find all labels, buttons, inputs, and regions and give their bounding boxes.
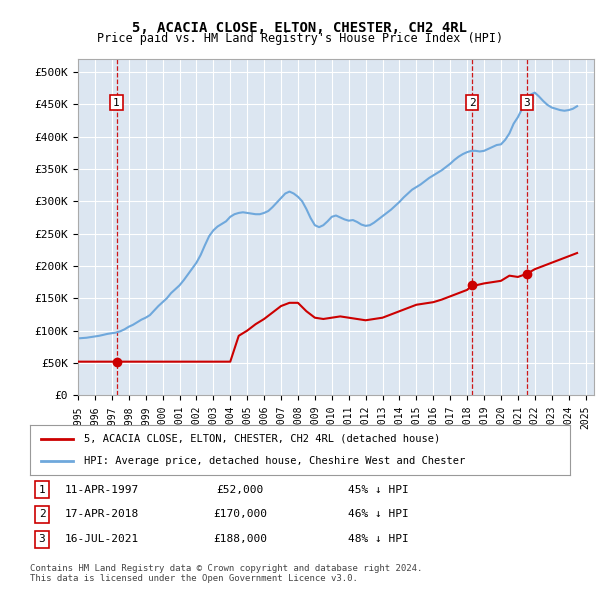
Text: 17-APR-2018: 17-APR-2018 bbox=[65, 510, 139, 519]
Text: 3: 3 bbox=[524, 98, 530, 108]
Text: 1: 1 bbox=[113, 98, 120, 108]
Text: Contains HM Land Registry data © Crown copyright and database right 2024.
This d: Contains HM Land Registry data © Crown c… bbox=[30, 563, 422, 583]
Text: £188,000: £188,000 bbox=[213, 535, 267, 544]
Text: HPI: Average price, detached house, Cheshire West and Chester: HPI: Average price, detached house, Ches… bbox=[84, 456, 465, 466]
Text: 11-APR-1997: 11-APR-1997 bbox=[65, 485, 139, 494]
Text: 2: 2 bbox=[469, 98, 476, 108]
Text: 45% ↓ HPI: 45% ↓ HPI bbox=[347, 485, 409, 494]
Text: 46% ↓ HPI: 46% ↓ HPI bbox=[347, 510, 409, 519]
Text: 16-JUL-2021: 16-JUL-2021 bbox=[65, 535, 139, 544]
Text: 1: 1 bbox=[38, 485, 46, 494]
Text: 5, ACACIA CLOSE, ELTON, CHESTER, CH2 4RL: 5, ACACIA CLOSE, ELTON, CHESTER, CH2 4RL bbox=[133, 21, 467, 35]
Text: 5, ACACIA CLOSE, ELTON, CHESTER, CH2 4RL (detached house): 5, ACACIA CLOSE, ELTON, CHESTER, CH2 4RL… bbox=[84, 434, 440, 444]
Text: 2: 2 bbox=[38, 510, 46, 519]
Text: £52,000: £52,000 bbox=[217, 485, 263, 494]
Text: £170,000: £170,000 bbox=[213, 510, 267, 519]
Text: 3: 3 bbox=[38, 535, 46, 544]
Text: 48% ↓ HPI: 48% ↓ HPI bbox=[347, 535, 409, 544]
Text: Price paid vs. HM Land Registry's House Price Index (HPI): Price paid vs. HM Land Registry's House … bbox=[97, 32, 503, 45]
